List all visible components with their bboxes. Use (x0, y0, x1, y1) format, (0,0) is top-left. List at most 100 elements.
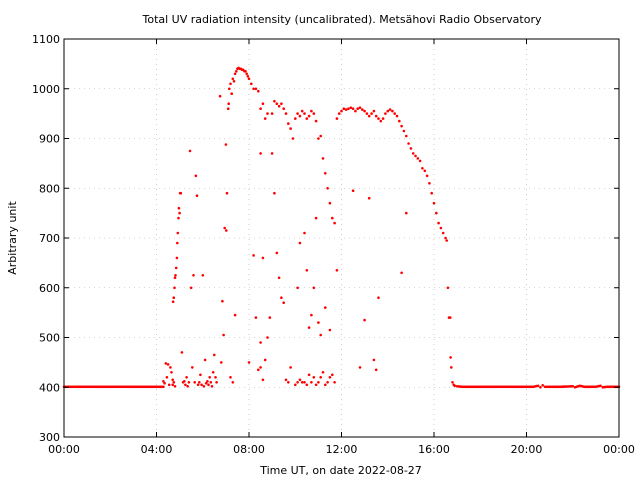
data-point (367, 114, 371, 118)
data-point (268, 316, 272, 319)
data-point (294, 117, 297, 120)
data-point (450, 366, 453, 369)
data-point (453, 384, 457, 388)
data-point (386, 109, 390, 113)
data-point (374, 114, 378, 118)
data-point (347, 107, 350, 110)
data-point (178, 211, 181, 215)
data-point (539, 386, 542, 389)
data-point (254, 316, 258, 319)
data-point (174, 274, 177, 277)
data-point (208, 376, 211, 379)
data-point (210, 385, 214, 388)
data-point (310, 313, 313, 317)
data-point (319, 333, 323, 337)
data-point (324, 306, 327, 309)
data-point (173, 276, 177, 280)
data-point (296, 286, 299, 290)
data-point (192, 274, 195, 277)
data-point (428, 182, 431, 185)
data-point (165, 376, 169, 379)
data-point (298, 378, 302, 382)
data-point (370, 112, 373, 115)
data-point (418, 159, 422, 163)
data-point (266, 112, 269, 115)
data-point (388, 108, 392, 111)
data-point (541, 384, 544, 387)
data-point (187, 381, 191, 384)
data-point (312, 112, 316, 115)
data-point (402, 129, 406, 133)
data-point (312, 286, 316, 290)
data-point (177, 216, 180, 220)
data-point (209, 381, 213, 384)
data-point (314, 383, 318, 387)
data-point (213, 353, 216, 357)
chart-title: Total UV radiation intensity (uncalibrat… (142, 13, 542, 26)
data-point (173, 385, 177, 388)
data-point (170, 371, 173, 374)
y-tick-label: 1000 (32, 83, 60, 96)
data-point (180, 351, 184, 354)
data-point (319, 376, 323, 379)
data-point (225, 191, 229, 195)
data-point (164, 362, 168, 365)
data-point (199, 373, 202, 377)
data-point (449, 356, 452, 359)
data-point (280, 296, 283, 300)
data-point (270, 152, 274, 155)
data-point (314, 119, 318, 123)
data-point (307, 373, 311, 377)
x-tick-label: 16:00 (418, 443, 450, 456)
data-point (317, 321, 320, 324)
data-point (261, 102, 265, 105)
data-point (310, 109, 313, 113)
data-point (203, 358, 207, 362)
data-point (319, 134, 323, 138)
data-point (266, 336, 269, 339)
data-point (172, 296, 176, 300)
y-tick-label: 800 (39, 182, 60, 195)
data-point (222, 333, 225, 337)
data-point (166, 363, 170, 366)
data-point (294, 383, 297, 387)
data-point (230, 92, 233, 95)
data-point (305, 117, 309, 120)
y-tick-label: 1100 (32, 33, 60, 46)
data-point (172, 381, 176, 384)
data-point (196, 383, 200, 387)
data-point (259, 366, 262, 369)
data-point (430, 191, 434, 195)
data-point (407, 142, 410, 145)
grid (64, 39, 619, 437)
x-axis-label: Time UT, on date 2022-08-27 (259, 464, 422, 477)
data-point (337, 112, 341, 115)
data-point (207, 383, 210, 387)
data-point (195, 194, 199, 197)
data-point (244, 70, 247, 73)
data-point (344, 108, 348, 111)
data-point (171, 383, 174, 387)
data-point (204, 382, 208, 385)
data-point (277, 276, 281, 280)
data-point (328, 376, 332, 379)
data-point (273, 191, 276, 195)
y-tick-label: 700 (39, 232, 60, 245)
data-point (374, 368, 378, 372)
data-point (305, 269, 309, 272)
y-tick-label: 600 (39, 282, 60, 295)
data-point (356, 107, 360, 110)
data-point (221, 299, 224, 303)
data-point (211, 371, 215, 374)
data-point (314, 216, 318, 220)
data-point (229, 376, 232, 379)
y-axis: 300 400 500 600 700 800 900 1000 1100 (32, 33, 619, 444)
data-point (349, 106, 353, 109)
data-points (62, 66, 621, 389)
data-point (379, 119, 383, 123)
data-point (381, 117, 385, 120)
data-point (437, 221, 440, 225)
data-point (409, 147, 413, 150)
data-point (448, 316, 452, 319)
